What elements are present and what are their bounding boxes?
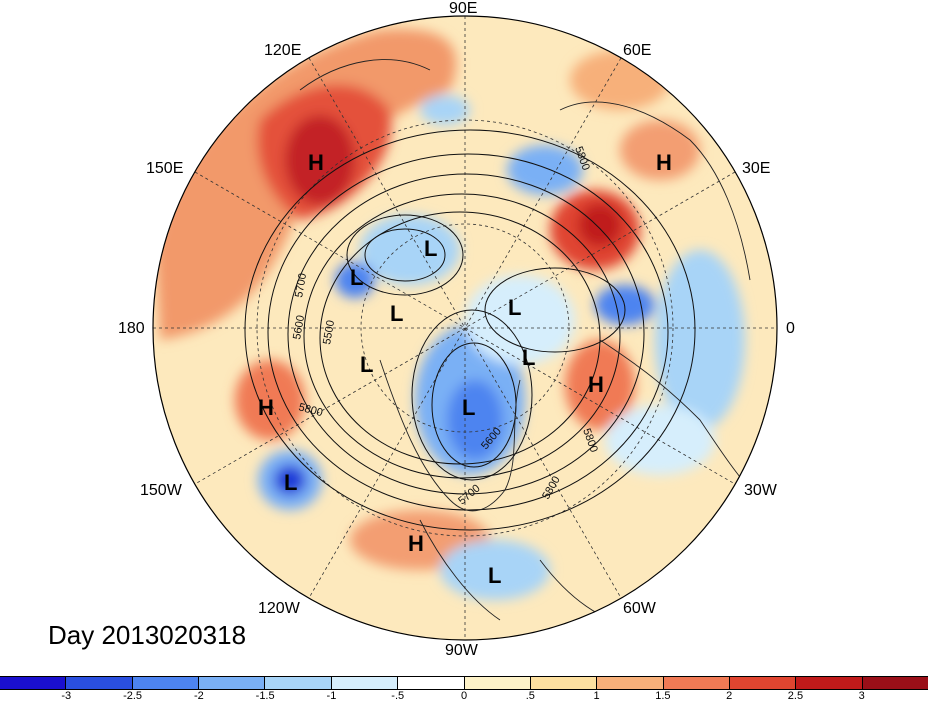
lon-label-120e: 120E: [264, 42, 302, 59]
high-pressure-marker: H: [656, 150, 672, 175]
lon-label-150w: 150W: [140, 482, 182, 499]
low-pressure-marker: L: [508, 295, 521, 320]
colorbar-swatch: [265, 677, 332, 689]
high-pressure-marker: H: [258, 395, 274, 420]
low-pressure-marker: L: [424, 236, 437, 261]
lon-label-0: 0: [786, 320, 795, 337]
colorbar-swatch: [796, 677, 863, 689]
colorbar-swatch: [199, 677, 266, 689]
colorbar-swatch: [398, 677, 465, 689]
anomaly-field: [153, 16, 777, 640]
low-pressure-marker: L: [522, 345, 535, 370]
lon-label-30w: 30W: [744, 482, 777, 499]
polar-map: 5800 5700 5600 5500 5800 5800 5700 5800 …: [152, 15, 778, 641]
lon-label-60w: 60W: [623, 600, 656, 617]
colorbar-swatch: [66, 677, 133, 689]
colorbar-swatch: [663, 677, 730, 689]
colorbar-tick-label: -1.5: [255, 690, 275, 702]
colorbar-swatch: [0, 677, 67, 689]
colorbar-swatch: [132, 677, 200, 689]
high-pressure-marker: H: [588, 372, 604, 397]
high-pressure-marker: H: [308, 150, 324, 175]
colorbar-swatch: [530, 677, 598, 689]
high-pressure-marker: H: [408, 531, 424, 556]
contour-label: 5700: [293, 272, 309, 298]
lon-label-150e: 150E: [146, 160, 184, 177]
colorbar-tick-label: -.5: [391, 690, 405, 702]
lat-lon-grid: [153, 16, 777, 640]
colorbar-swatch: [464, 677, 531, 689]
colorbar-swatch: [862, 677, 928, 689]
low-pressure-marker: L: [390, 301, 403, 326]
map-title: Day 2013020318: [48, 620, 247, 650]
colorbar-swatch: [331, 677, 399, 689]
colorbar: [0, 676, 928, 690]
low-pressure-marker: L: [284, 470, 297, 495]
low-pressure-marker: L: [350, 265, 363, 290]
colorbar-tick-label: 2: [726, 690, 733, 702]
colorbar-tick-label: -2.5: [123, 690, 143, 702]
height-contours: [244, 129, 696, 531]
lon-label-90w: 90W: [445, 642, 478, 659]
colorbar-tick-label: 1: [593, 690, 600, 702]
lon-label-180: 180: [118, 320, 145, 337]
colorbar-swatch: [729, 677, 797, 689]
low-pressure-marker: L: [488, 563, 501, 588]
low-pressure-marker: L: [360, 352, 373, 377]
pressure-systems: H H H H H L L L L L L L L L L: [258, 150, 672, 588]
colorbar-tick-label: 1.5: [655, 690, 671, 702]
colorbar-tick-label: 2.5: [787, 690, 804, 702]
lon-label-90e: 90E: [449, 0, 478, 17]
lon-label-60e: 60E: [623, 42, 652, 59]
map-border: [152, 15, 778, 641]
lon-label-30e: 30E: [742, 160, 771, 177]
colorbar-tick-label: -3: [61, 690, 72, 702]
contour-label: 5500: [321, 319, 337, 345]
colorbar-tick-label: -2: [193, 690, 204, 702]
low-pressure-marker: L: [462, 395, 475, 420]
contour-label: 5600: [291, 314, 307, 340]
lon-label-120w: 120W: [258, 600, 300, 617]
colorbar-tick-label: 0: [460, 690, 468, 702]
colorbar-swatch: [597, 677, 664, 689]
colorbar-tick-label: -1: [326, 690, 337, 702]
colorbar-tick-label: .5: [525, 690, 535, 702]
colorbar-tick-label: 3: [858, 690, 865, 702]
